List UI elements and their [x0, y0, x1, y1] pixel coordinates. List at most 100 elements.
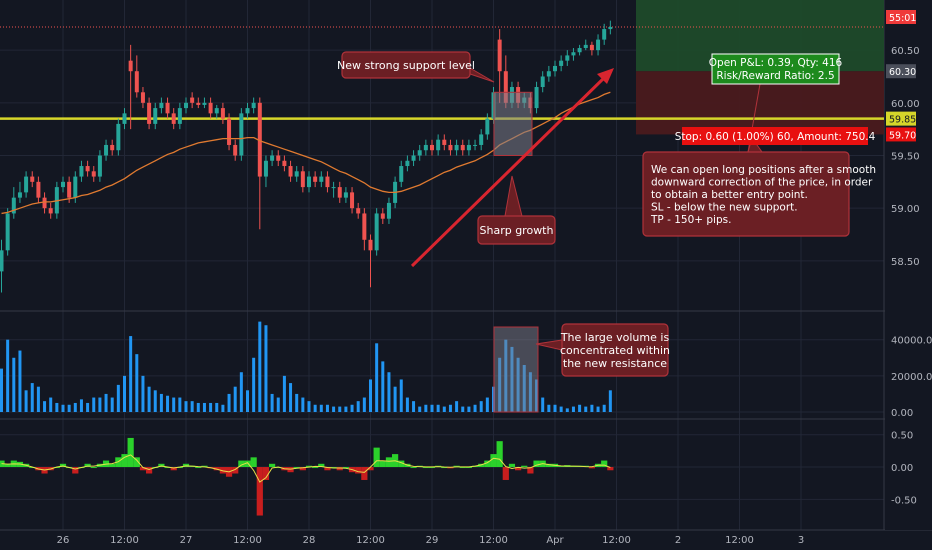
candle-body [596, 39, 601, 51]
candle-body [257, 102, 262, 177]
volume-bar [369, 379, 372, 412]
volume-bar [196, 402, 200, 412]
oscillator-bar [232, 467, 239, 474]
candle-body [153, 108, 158, 124]
candle-body [405, 160, 410, 167]
candle-body [251, 102, 256, 109]
strategy-callout-text: downward correction of the price, in ord… [651, 176, 873, 188]
volume-bar [344, 406, 348, 412]
growth-callout: Sharp growth [477, 175, 556, 245]
oscillator-bar [496, 441, 503, 468]
volume-bar [123, 375, 126, 412]
oscillator-bar [459, 467, 466, 469]
oscillator-bar [410, 467, 417, 469]
candle-body [134, 71, 139, 93]
oscillator-bar [373, 447, 380, 468]
strategy-callout-text: TP - 150+ pips. [650, 214, 731, 226]
candle-body [534, 87, 539, 109]
oscillator-bar [305, 465, 313, 468]
price-axis-tag-text: 59.70 [889, 130, 916, 141]
oscillator-bar [601, 460, 608, 468]
candle-body [583, 44, 588, 49]
volume-bar [559, 406, 563, 412]
candle-body [386, 202, 391, 219]
oscillator-bar [558, 465, 565, 468]
candle-body [294, 171, 299, 177]
oscillator-bar [502, 467, 509, 480]
candle-body [282, 160, 287, 167]
volume-bar [430, 404, 434, 412]
candle-body [97, 155, 102, 177]
oscillator-bar [428, 467, 436, 469]
oscillator-pane [0, 437, 614, 516]
volume-bar [436, 404, 440, 412]
volume-bar [221, 404, 225, 412]
candle-body [214, 108, 219, 114]
candle-body [565, 55, 570, 61]
oscillator-bar [361, 467, 368, 480]
volume-bar [399, 379, 403, 412]
volume-bar [393, 386, 397, 412]
volume-bar [479, 401, 483, 412]
price-tick-label: 60.50 [891, 46, 920, 57]
volume-bar [92, 397, 96, 412]
oscillator-tick-label: 0.50 [891, 431, 913, 442]
volume-bar [233, 386, 237, 412]
candle-body [184, 102, 188, 109]
oscillator-bar [515, 467, 522, 471]
price-axis-tag [886, 127, 916, 142]
candle-body [356, 208, 361, 214]
candle-body [546, 71, 551, 77]
time-tick-label: 12:00 [725, 535, 754, 546]
oscillator-bar [312, 467, 319, 469]
oscillator-bar [318, 463, 325, 468]
candle-body [0, 250, 4, 272]
volume-bar [473, 404, 477, 412]
candle-body [202, 102, 207, 105]
candle-body [436, 139, 441, 151]
oscillator-bar [367, 467, 374, 471]
oscillator-signal-line [1, 454, 611, 483]
price-axis-tag [886, 111, 916, 126]
volume-callout-text: concentrated within [560, 344, 670, 357]
volume-bar [541, 397, 545, 412]
volume-tick-label: 20000.00 [891, 372, 932, 383]
volume-bar [36, 386, 40, 412]
oscillator-bar [213, 467, 220, 471]
candle-body [417, 150, 422, 156]
candle-body [110, 144, 115, 151]
time-tick-label: 26 [57, 535, 70, 546]
oscillator-bar [121, 454, 128, 468]
volume-bar [448, 404, 452, 412]
axes: 60.50 60.00 59.50 59.00 58.50 40000.00 20000.0… [57, 0, 932, 546]
volume-bar [553, 404, 557, 412]
candle-body [313, 176, 318, 182]
candle-body [423, 144, 428, 151]
oscillator-bar [170, 467, 177, 471]
volume-bar [375, 343, 379, 412]
candle-body [177, 108, 182, 124]
candle-body [350, 192, 355, 209]
candle-body [577, 48, 582, 53]
volume-callout-text: the new resistance [563, 357, 667, 370]
candle-body [73, 176, 78, 198]
candle-body [140, 92, 145, 103]
volume-bar [166, 395, 170, 412]
price-axis-panel [885, 0, 932, 530]
candle-body [602, 29, 607, 40]
volume-bar [209, 402, 213, 412]
stop-label: Stop: 0.60 (1.00%) 60, Amount: 750.4 [675, 127, 876, 145]
stop-label-rect [682, 127, 868, 145]
volume-bar [18, 350, 22, 412]
growth-arrow [410, 74, 608, 268]
volume-bar [79, 399, 83, 412]
volume-bar [602, 404, 606, 412]
volume-bar [110, 397, 114, 412]
candle-body [608, 26, 613, 30]
volume-bar [325, 404, 329, 412]
volume-bar [467, 406, 471, 412]
volume-bar [578, 404, 582, 412]
time-tick-label: 12:00 [356, 535, 385, 546]
volume-bar [178, 397, 182, 412]
candle-body [430, 144, 434, 151]
